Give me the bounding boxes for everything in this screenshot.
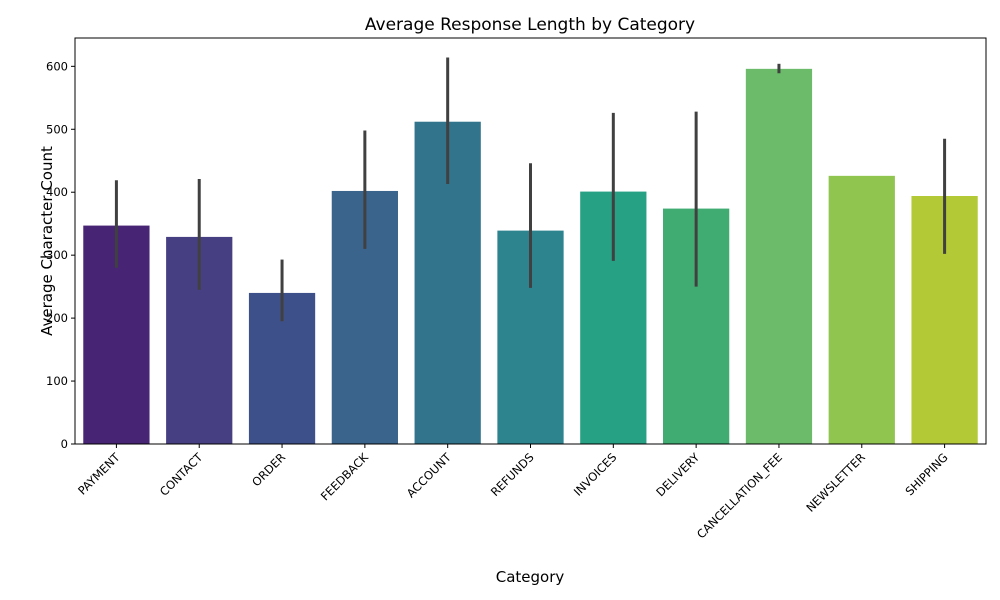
x-tick-label: ORDER xyxy=(249,450,288,489)
x-axis: PAYMENT CONTACT ORDER FEEDBACK ACCOUNT REFUND… xyxy=(75,444,951,541)
x-tick-label: FEEDBACK xyxy=(318,450,371,503)
x-axis-title: Category xyxy=(496,568,565,586)
y-tick-label: 300 xyxy=(46,248,68,262)
x-tick-label: CANCELLATION_FEE xyxy=(694,450,785,541)
y-tick-label: 500 xyxy=(46,122,68,136)
y-tick-label: 0 xyxy=(61,437,68,451)
y-tick-label: 200 xyxy=(46,311,68,325)
x-tick-label: NEWSLETTER xyxy=(803,450,868,515)
x-tick-label: SHIPPING xyxy=(903,450,951,498)
x-tick-label: CONTACT xyxy=(157,450,206,499)
x-tick-label: ACCOUNT xyxy=(404,450,455,501)
chart-title: Average Response Length by Category xyxy=(365,15,695,35)
plot-area xyxy=(74,37,987,445)
x-tick-label: INVOICES xyxy=(571,450,620,499)
y-axis-title: Average Character Count xyxy=(38,146,56,336)
y-tick-label: 400 xyxy=(46,185,68,199)
y-axis: 0 100 200 300 400 500 600 xyxy=(46,59,75,451)
x-tick-label: PAYMENT xyxy=(75,450,123,498)
x-tick-label: DELIVERY xyxy=(653,450,703,500)
y-tick-label: 100 xyxy=(46,374,68,388)
x-tick-label: REFUNDS xyxy=(488,450,537,499)
bar-cancellation-fee xyxy=(745,68,813,444)
y-tick-label: 600 xyxy=(46,59,68,73)
bar-newsletter xyxy=(828,175,895,444)
